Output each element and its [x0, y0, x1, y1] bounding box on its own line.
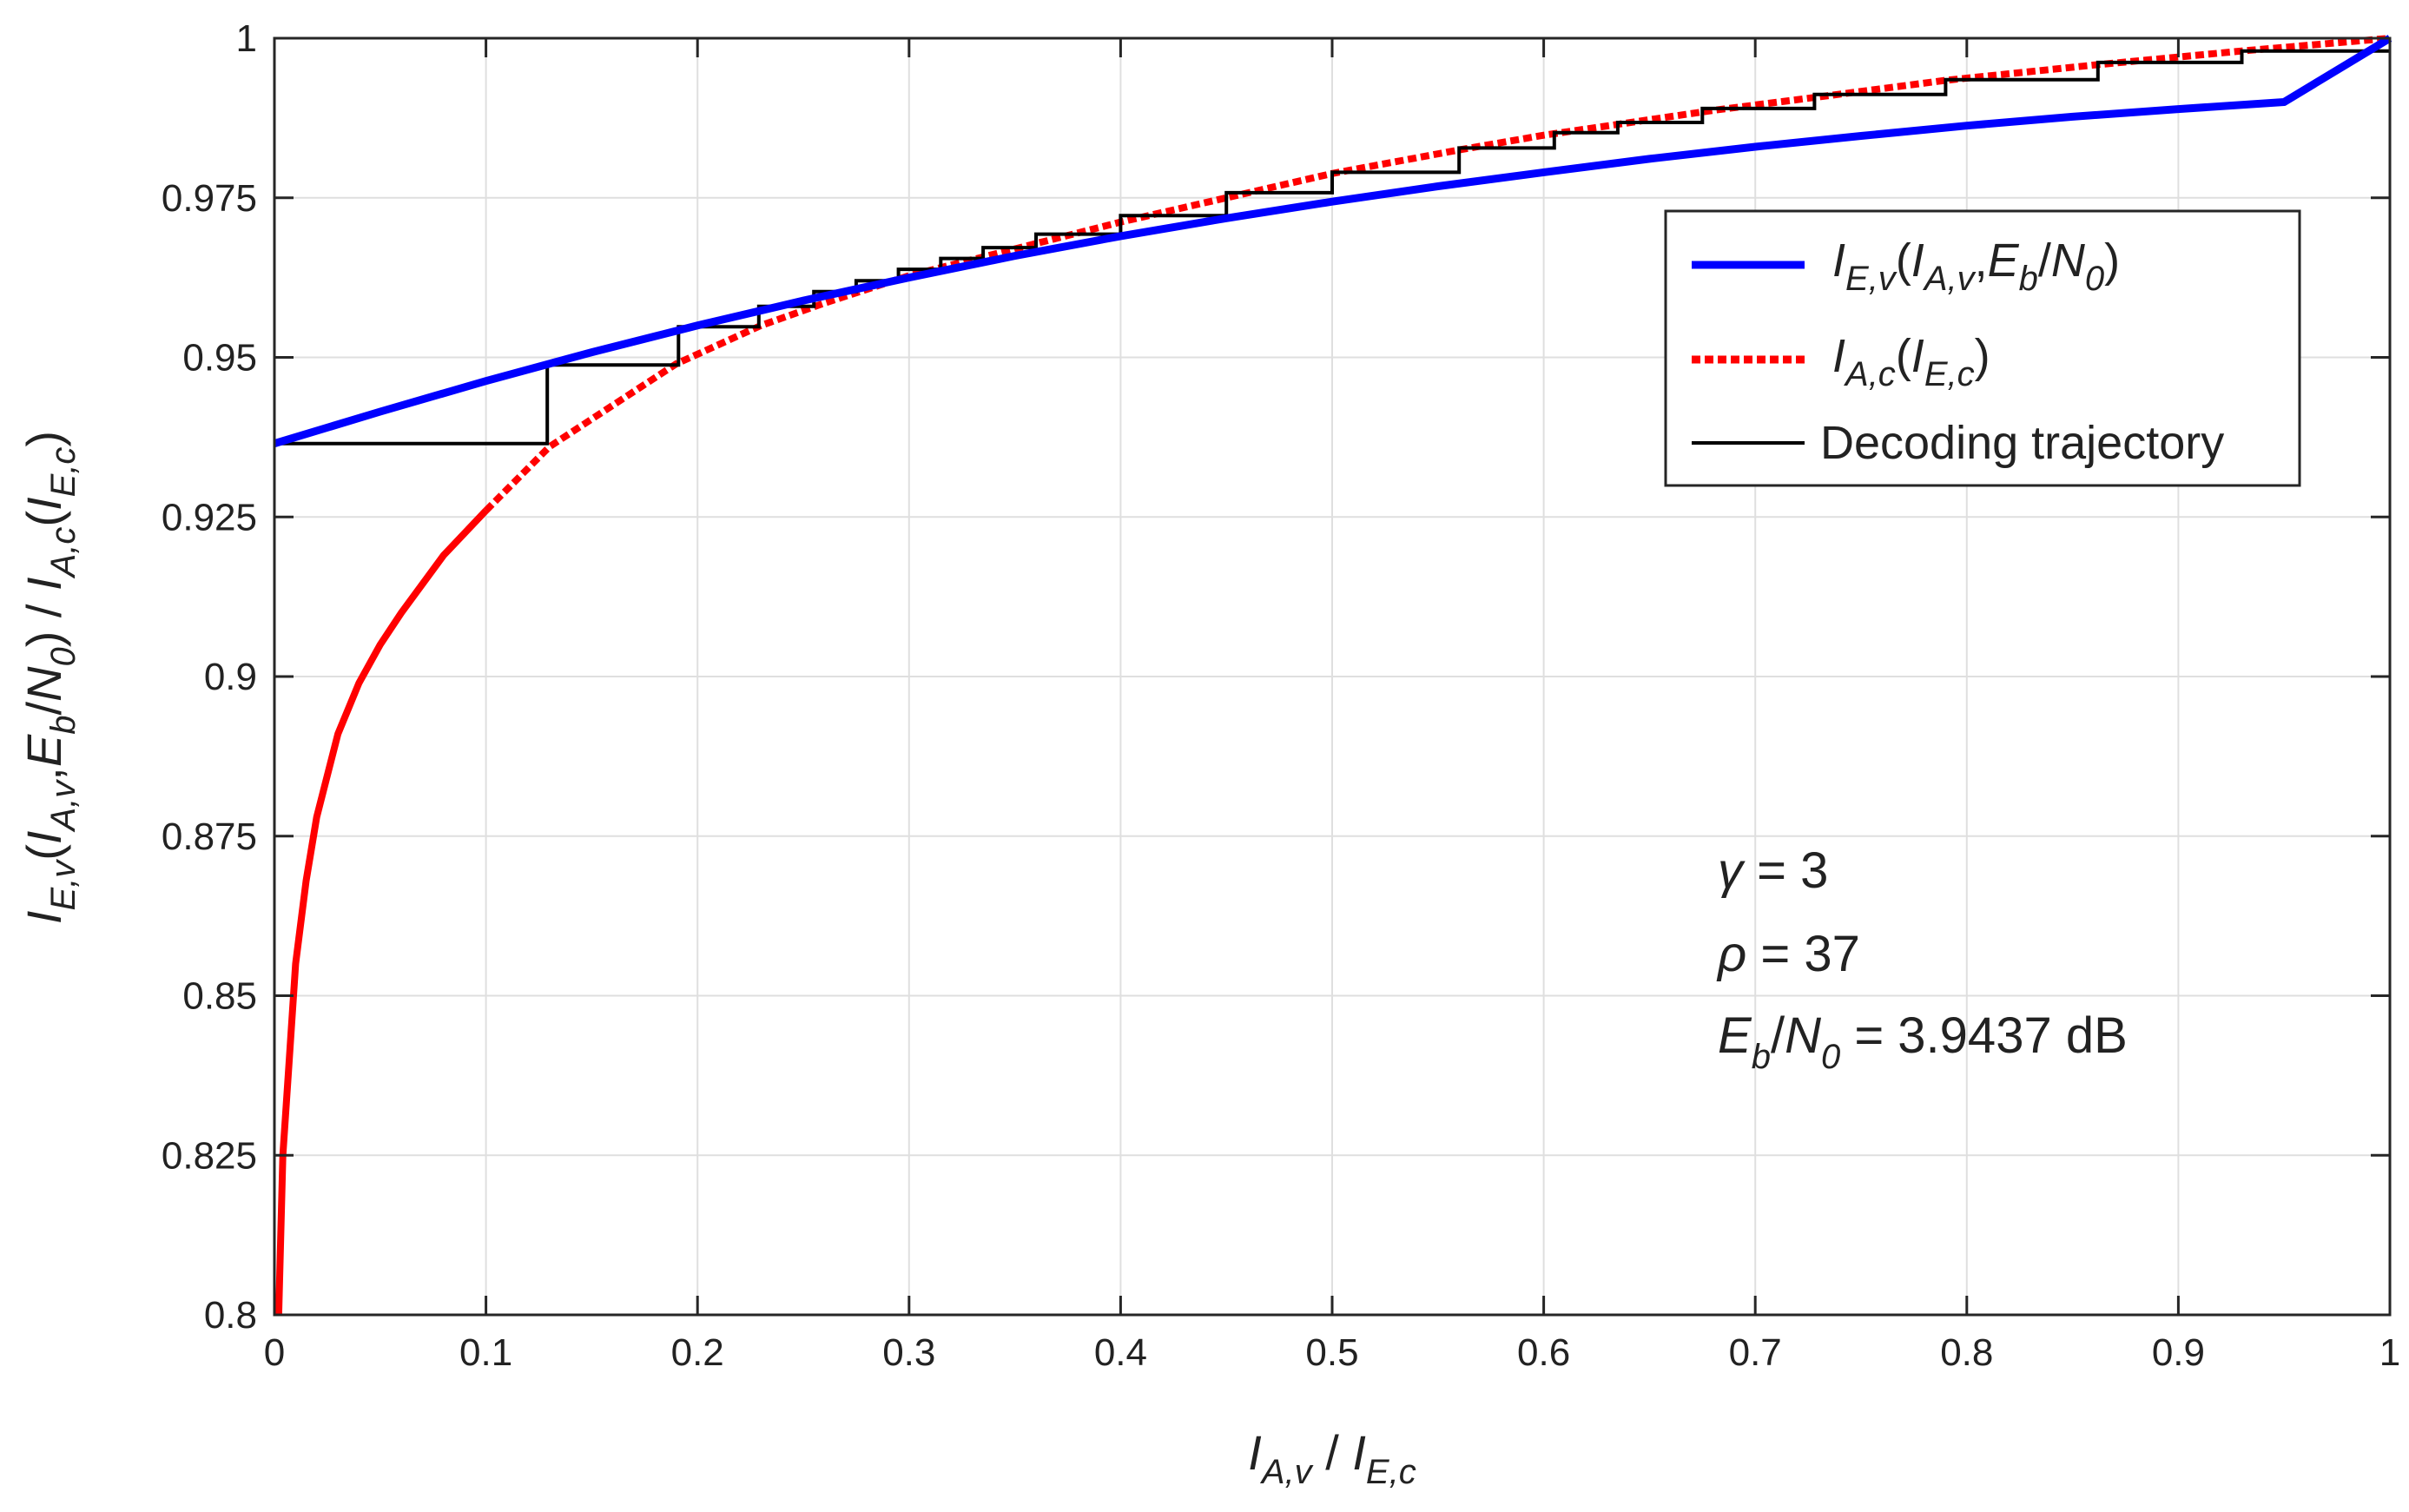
y-tick-label: 0.8	[204, 1294, 257, 1337]
x-tick-label: 0.5	[1305, 1331, 1358, 1374]
x-tick-label: 1	[2379, 1331, 2400, 1374]
y-tick-label: 0.95	[182, 337, 257, 380]
x-tick-label: 0.3	[882, 1331, 935, 1374]
y-tick-label: 0.85	[182, 975, 257, 1018]
data-series	[273, 35, 2392, 1316]
x-tick-label: 0.9	[2152, 1331, 2205, 1374]
series-decoding-trajectory	[274, 49, 2390, 446]
y-tick-label: 0.825	[162, 1134, 257, 1177]
axis-ticks: 0 0.1 0.2 0.3 0.4 0.5 0.6 0.7 0.8 0.9 1 0.8 0.825 0.8…	[162, 17, 2400, 1374]
x-tick-label: 0.6	[1517, 1331, 1570, 1374]
legend-label-trajectory: Decoding trajectory	[1820, 417, 2224, 469]
y-tick-label: 0.875	[162, 815, 257, 858]
y-tick-label: 0.975	[162, 177, 257, 220]
legend-label-ev: IE,v(IA,v,Eb/N0)	[1832, 234, 2120, 298]
y-axis-label: IE,v(IA,v,Eb/N0) / IA,c(IE,c)	[16, 431, 82, 924]
y-tick-label: 0.925	[162, 496, 257, 538]
series-iac-solid	[274, 508, 489, 1316]
x-tick-label: 0.8	[1940, 1331, 1993, 1374]
y-tick-label: 1	[236, 17, 257, 60]
legend: IE,v(IA,v,Eb/N0) IA,c(IE,c) Decoding tra…	[1664, 209, 2301, 487]
x-axis-label: IA,v / IE,c	[1248, 1425, 1416, 1491]
x-tick-label: 0.1	[459, 1331, 512, 1374]
x-tick-label: 0.2	[671, 1331, 724, 1374]
series-iev	[273, 35, 2392, 448]
x-tick-label: 0	[264, 1331, 285, 1374]
x-tick-label: 0.4	[1094, 1331, 1147, 1374]
legend-label-ac: IA,c(IE,c)	[1832, 330, 1990, 393]
legend-box	[1664, 209, 2301, 487]
parameter-annotation: γ = 3 ρ = 37 Eb/N0 = 3.9437 dB	[1716, 842, 2128, 1076]
annotation-ebn0: Eb/N0 = 3.9437 dB	[1718, 1007, 2128, 1076]
y-tick-label: 0.9	[204, 656, 257, 698]
x-tick-label: 0.7	[1729, 1331, 1782, 1374]
series-iac-dotted	[483, 35, 2391, 513]
annotation-gamma: γ = 3	[1718, 842, 1828, 899]
annotation-rho: ρ = 37	[1716, 926, 1860, 982]
